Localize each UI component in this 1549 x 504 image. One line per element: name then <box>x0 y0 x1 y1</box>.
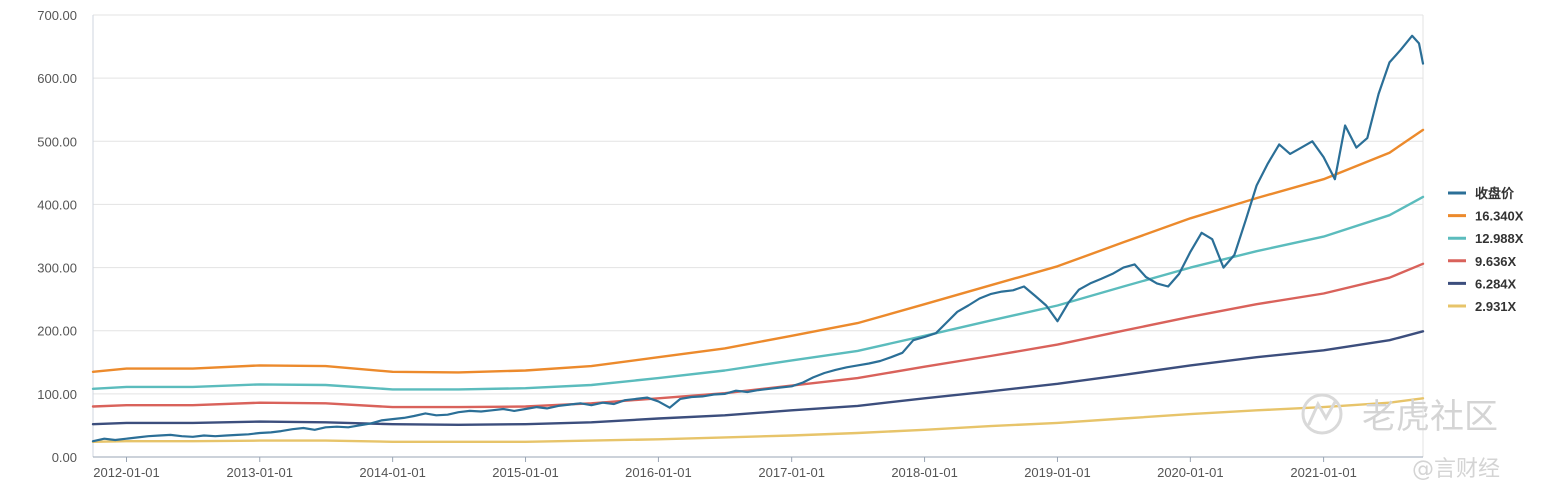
x-tick-label: 2014-01-01 <box>359 465 426 480</box>
grid-lines <box>93 14 1423 395</box>
x-tick-label: 2019-01-01 <box>1024 465 1091 480</box>
y-tick-label: 500.00 <box>37 134 77 149</box>
axes: 0.00 100.00 200.00 300.00 400.00 500.00 600.00… <box>37 8 1424 480</box>
legend-label: 9.636X <box>1475 254 1517 269</box>
x-tick-label: 2017-01-01 <box>758 465 825 480</box>
y-tick-label: 700.00 <box>37 8 77 23</box>
x-tick-label: 2018-01-01 <box>891 465 958 480</box>
x-tick-label: 2013-01-01 <box>227 465 294 480</box>
series-line-4 <box>91 330 1425 426</box>
x-tick-label: 2012-01-01 <box>93 465 160 480</box>
series-line-2 <box>91 195 1425 391</box>
y-tick-label: 0.00 <box>52 450 77 465</box>
x-tick-label: 2016-01-01 <box>625 465 692 480</box>
x-tick-label: 2015-01-01 <box>492 465 559 480</box>
x-tick-label: 2020-01-01 <box>1157 465 1224 480</box>
watermark-sub-text: @言财经 <box>1412 457 1500 482</box>
watermark: 老虎社区 @言财经 <box>1301 393 1500 482</box>
tiger-logo-icon <box>1301 393 1343 435</box>
y-tick-label: 300.00 <box>37 261 77 276</box>
y-tick-label: 600.00 <box>37 71 77 86</box>
series-lines <box>91 34 1425 443</box>
legend: 收盘价 16.340X 12.988X 9.636X 6.284X 2.931X <box>1448 186 1524 314</box>
legend-label: 16.340X <box>1475 209 1524 224</box>
x-tick-label: 2021-01-01 <box>1290 465 1357 480</box>
y-tick-label: 100.00 <box>37 387 77 402</box>
legend-label: 收盘价 <box>1475 186 1515 201</box>
series-line-1 <box>91 128 1425 374</box>
series-line-5 <box>91 397 1425 443</box>
y-tick-label: 400.00 <box>37 197 77 212</box>
y-tick-label: 200.00 <box>37 324 77 339</box>
legend-label: 6.284X <box>1475 276 1517 291</box>
legend-label: 12.988X <box>1475 231 1524 246</box>
series-line-0 <box>91 34 1425 443</box>
watermark-main-text: 老虎社区 <box>1362 397 1498 437</box>
legend-label: 2.931X <box>1475 299 1517 314</box>
